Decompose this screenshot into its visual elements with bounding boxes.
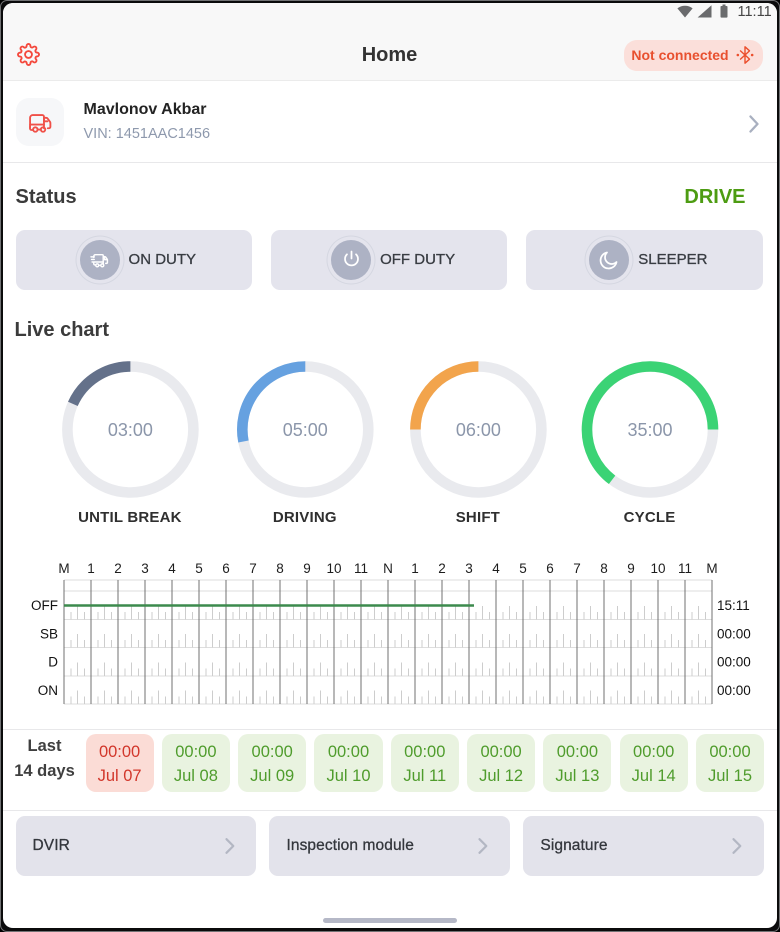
svg-text:3: 3 (141, 561, 149, 576)
svg-text:6: 6 (222, 561, 230, 576)
svg-text:3: 3 (465, 561, 473, 576)
svg-text:1: 1 (411, 561, 419, 576)
svg-text:11: 11 (677, 561, 691, 576)
svg-text:8: 8 (276, 561, 284, 576)
svg-text:4: 4 (492, 561, 500, 576)
svg-text:7: 7 (249, 561, 257, 576)
svg-text:00:00: 00:00 (717, 654, 751, 669)
svg-text:2: 2 (114, 561, 122, 576)
svg-text:9: 9 (627, 561, 635, 576)
svg-text:ON: ON (37, 682, 57, 697)
svg-text:9: 9 (303, 561, 311, 576)
svg-text:4: 4 (168, 561, 176, 576)
svg-text:10: 10 (326, 561, 341, 576)
svg-text:5: 5 (195, 561, 203, 576)
svg-text:11: 11 (353, 561, 367, 576)
svg-text:05:00: 05:00 (282, 420, 327, 440)
svg-text:OFF: OFF (31, 598, 58, 613)
svg-text:1: 1 (87, 561, 95, 576)
svg-text:5: 5 (519, 561, 527, 576)
svg-text:2: 2 (438, 561, 446, 576)
svg-text:10: 10 (650, 561, 665, 576)
svg-text:D: D (48, 654, 58, 669)
svg-text:35:00: 35:00 (627, 420, 672, 440)
svg-text:15:11: 15:11 (717, 598, 750, 613)
svg-text:03:00: 03:00 (107, 420, 152, 440)
svg-text:8: 8 (600, 561, 608, 576)
svg-text:6: 6 (546, 561, 554, 576)
svg-text:N: N (383, 561, 393, 576)
svg-text:M: M (706, 561, 717, 576)
svg-text:SB: SB (39, 626, 57, 641)
svg-text:00:00: 00:00 (717, 626, 751, 641)
svg-text:06:00: 06:00 (455, 420, 500, 440)
svg-text:M: M (58, 561, 69, 576)
svg-text:00:00: 00:00 (717, 682, 751, 697)
svg-text:7: 7 (573, 561, 581, 576)
